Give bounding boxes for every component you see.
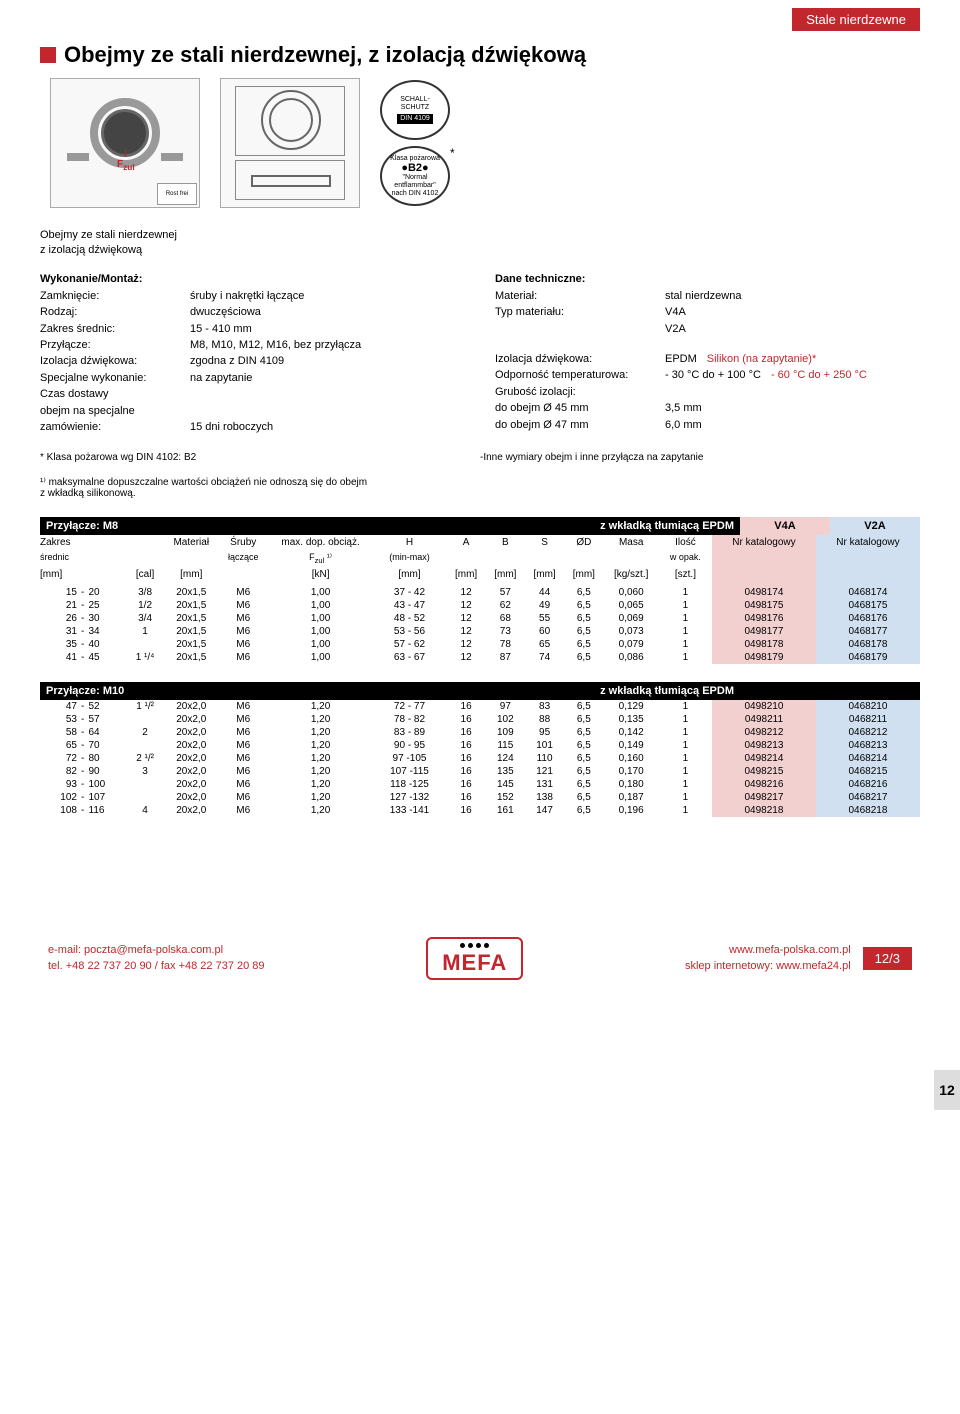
product-subtitle: Obejmy ze stali nierdzewnej z izolacją d… <box>40 228 920 259</box>
data-table: 47-521 ¹/²20x2,0M61,2072 - 771697836,50,… <box>40 700 920 817</box>
table-row: 72-802 ¹/²20x2,0M61,2097 -105161241106,5… <box>40 752 920 765</box>
spec-row: Izolacja dźwiękowa:zgodna z DIN 4109 <box>40 354 465 369</box>
table-row: 108-116420x2,0M61,20133 -141161611476,50… <box>40 804 920 817</box>
chapter-tab: 12 <box>934 1070 960 1110</box>
section-header: Przyłącze: M10z wkładką tłumiącą EPDM <box>40 682 920 700</box>
spec-row: V2A <box>495 322 920 337</box>
spec-row: obejm na specjalne <box>40 404 465 419</box>
spec-row: Zamknięcie:śruby i nakrętki łączące <box>40 289 465 304</box>
spec-columns: Wykonanie/Montaż: Zamknięcie:śruby i nak… <box>40 273 920 437</box>
spec-col-right: Dane techniczne: Materiał:stal nierdzewn… <box>495 273 920 437</box>
table-row: 93-10020x2,0M61,20118 -125161451316,50,1… <box>40 778 920 791</box>
footer-contact: e-mail: poczta@mefa-polska.com.pl tel. +… <box>48 943 265 974</box>
product-drawing <box>220 78 360 208</box>
table-row: 65-7020x2,0M61,2090 - 95161151016,50,149… <box>40 739 920 752</box>
spec-row: Typ materiału:V4A <box>495 305 920 320</box>
table-row: 58-64220x2,0M61,2083 - 8916109956,50,142… <box>40 726 920 739</box>
data-table: ZakresMateriałŚrubymax. dop. obciąż.HABS… <box>40 535 920 664</box>
fire-class-badge: Klasa pożarowa ●B2● "Normal entflammbar"… <box>380 146 450 206</box>
table-row: 53-5720x2,0M61,2078 - 8216102886,50,1351… <box>40 713 920 726</box>
footer-logo: MEFA <box>426 937 523 980</box>
cert-badges: SCHALL- SCHUTZ DIN 4109 Klasa pożarowa ●… <box>380 80 455 206</box>
image-row: Fzul Rost frei SCHALL- SCHUTZ DIN 4109 K… <box>50 78 920 208</box>
table-row: 82-90320x2,0M61,20107 -115161351216,50,1… <box>40 765 920 778</box>
table-row: 21-251/220x1,5M61,0043 - 471262496,50,06… <box>40 599 920 612</box>
spec-row: Specjalne wykonanie:na zapytanie <box>40 371 465 386</box>
footnote-fire: * Klasa pożarowa wg DIN 4102: B2 <box>40 452 480 463</box>
section-header: Przyłącze: M8z wkładką tłumiącą EPDMV4AV… <box>40 517 920 535</box>
page: Stale nierdzewne Obejmy ze stali nierdze… <box>0 0 960 1000</box>
spec-col-left: Wykonanie/Montaż: Zamknięcie:śruby i nak… <box>40 273 465 437</box>
table-row: 15-203/820x1,5M61,0037 - 421257446,50,06… <box>40 586 920 599</box>
product-image-iso: Fzul Rost frei <box>50 78 200 208</box>
footnote-block: * Klasa pożarowa wg DIN 4102: B2 -Inne w… <box>40 452 920 499</box>
page-footer: e-mail: poczta@mefa-polska.com.pl tel. +… <box>40 937 920 980</box>
table-row: 26-303/420x1,5M61,0048 - 521268556,50,06… <box>40 612 920 625</box>
page-number: 12/3 <box>863 947 912 970</box>
table-row: 102-10720x2,0M61,20127 -132161521386,50,… <box>40 791 920 804</box>
spec-row: Materiał:stal nierdzewna <box>495 289 920 304</box>
spec-row: Czas dostawy <box>40 387 465 402</box>
title-row: Obejmy ze stali nierdzewnej, z izolacją … <box>40 42 920 68</box>
category-badge: Stale nierdzewne <box>792 8 920 31</box>
footnote-other-dims: -Inne wymiary obejm i inne przyłącza na … <box>480 452 920 463</box>
title-marker-icon <box>40 47 56 63</box>
spec-row: Rodzaj:dwuczęściowa <box>40 305 465 320</box>
table-row: 35-4020x1,5M61,0057 - 621278656,50,07910… <box>40 638 920 651</box>
table-row: 31-34120x1,5M61,0053 - 561273606,50,0731… <box>40 625 920 638</box>
din4109-badge: SCHALL- SCHUTZ DIN 4109 <box>380 80 450 140</box>
table-row: 41-451 ¹/⁴20x1,5M61,0063 - 671287746,50,… <box>40 651 920 664</box>
spec-heading-left: Wykonanie/Montaż: <box>40 273 465 285</box>
spec-row: zamówienie:15 dni roboczych <box>40 420 465 435</box>
rostfrei-badge: Rost frei <box>157 183 197 205</box>
spec-heading-right: Dane techniczne: <box>495 273 920 285</box>
spec-row: Zakres średnic:15 - 410 mm <box>40 322 465 337</box>
table-row: 47-521 ¹/²20x2,0M61,2072 - 771697836,50,… <box>40 700 920 713</box>
spec-row: Przyłącze:M8, M10, M12, M16, bez przyłąc… <box>40 338 465 353</box>
page-title: Obejmy ze stali nierdzewnej, z izolacją … <box>64 42 586 68</box>
footer-web: www.mefa-polska.com.pl sklep internetowy… <box>685 943 851 974</box>
